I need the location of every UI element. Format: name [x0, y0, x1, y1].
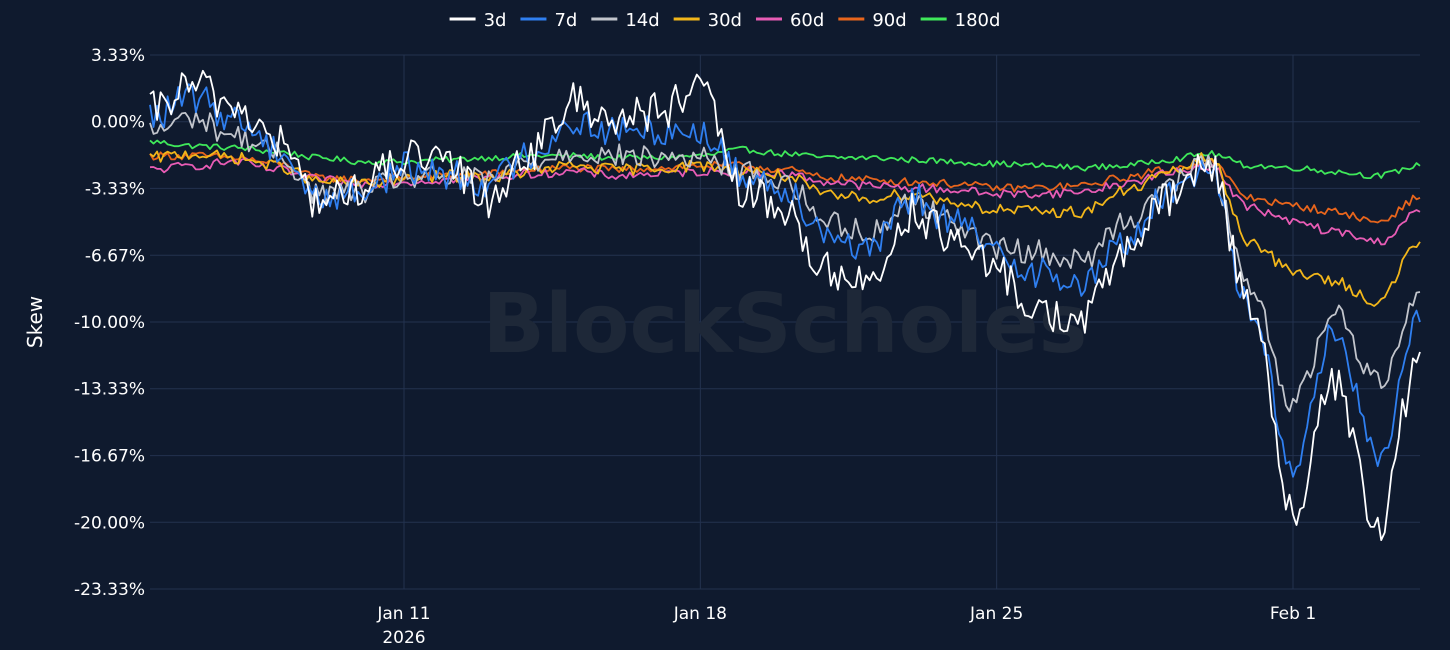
series-line-7d — [149, 83, 1421, 478]
y-tick-label: -20.00% — [74, 513, 145, 533]
legend-item-90d[interactable]: 90d — [838, 10, 907, 31]
legend-item-180d[interactable]: 180d — [920, 10, 1001, 31]
legend-label: 7d — [554, 10, 577, 31]
y-tick-label: -16.67% — [74, 447, 145, 467]
legend-item-14d[interactable]: 14d — [591, 10, 660, 31]
x-tick-label: Jan 11 — [376, 604, 430, 624]
series-line-30d — [149, 149, 1421, 307]
y-tick-label: 0.00% — [91, 113, 145, 133]
legend-item-7d[interactable]: 7d — [520, 10, 577, 31]
legend: 3d 7d 14d 30d 60d 90d 180d — [449, 10, 1001, 31]
y-tick-label: -13.33% — [74, 380, 145, 400]
x-tick-label: Jan 18 — [673, 604, 727, 624]
y-tick-label: -3.33% — [85, 179, 145, 199]
legend-item-30d[interactable]: 30d — [673, 10, 742, 31]
legend-label: 180d — [955, 10, 1001, 31]
y-axis-title: Skew — [23, 296, 47, 348]
legend-item-3d[interactable]: 3d — [449, 10, 507, 31]
y-tick-label: -6.67% — [85, 246, 145, 266]
legend-label: 60d — [790, 10, 824, 31]
legend-item-60d[interactable]: 60d — [755, 10, 824, 31]
x-tick-label: Jan 25 — [969, 604, 1023, 624]
series-line-3d — [149, 69, 1421, 541]
legend-label: 30d — [708, 10, 742, 31]
y-tick-label: -23.33% — [74, 580, 145, 600]
watermark-text: BlockScholes — [483, 277, 1088, 372]
legend-label: 3d — [484, 10, 507, 31]
series-line-14d — [149, 111, 1421, 413]
x-axis-ticks: Jan 11 2026 Jan 18 Jan 25 Feb 1 — [376, 604, 1316, 648]
y-axis-ticks: 3.33% 0.00% -3.33% -6.67% -10.00% -13.33% -16.… — [74, 46, 145, 600]
x-tick-year-label: 2026 — [382, 628, 425, 648]
y-tick-label: -10.00% — [74, 313, 145, 333]
legend-label: 14d — [625, 10, 659, 31]
x-tick-label: Feb 1 — [1270, 604, 1316, 624]
legend-label: 90d — [872, 10, 906, 31]
series-lines — [149, 69, 1421, 541]
y-tick-label: 3.33% — [91, 46, 145, 66]
